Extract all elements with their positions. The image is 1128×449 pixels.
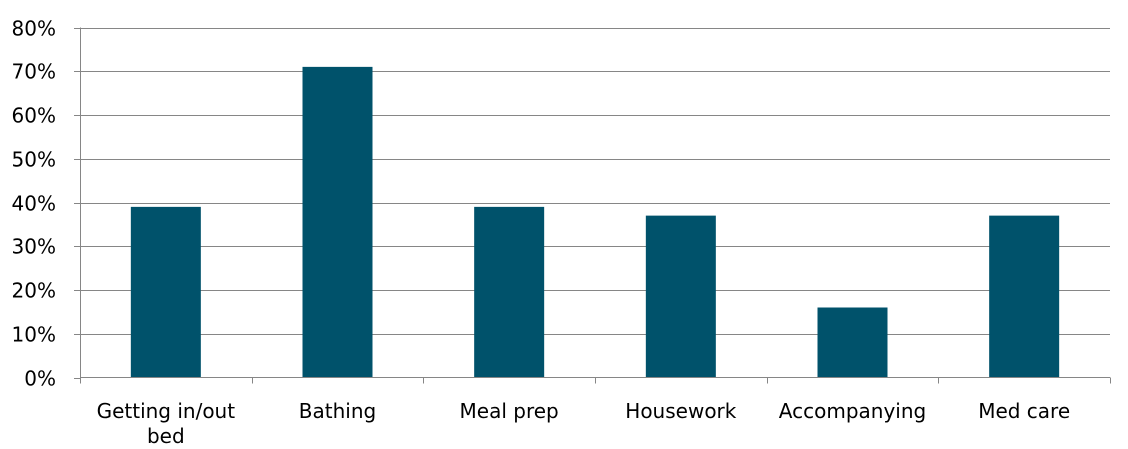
x-tick-labels: Getting in/out bed Bathing Meal prep Housewo… [97,399,1071,448]
bar [817,307,888,378]
gridlines [80,28,1110,335]
bar [130,206,201,378]
x-tick-label: Getting in/out bed [97,399,236,448]
y-tick-label: 30% [12,235,56,259]
y-tick-label: 10% [12,323,56,347]
bar [989,215,1060,378]
y-tick-label: 60% [12,104,56,128]
x-tick-label: Meal prep [460,399,559,423]
y-tick-label: 20% [12,279,56,303]
bar [645,215,716,378]
x-tick-label: Bathing [299,399,376,423]
x-tick-label: Med care [978,399,1070,423]
y-tick-labels: 0% 10% 20% 30% 40% 50% 60% 70% 80% [12,17,56,391]
y-tick-label: 70% [12,60,56,84]
x-tick-label: Housework [625,399,736,423]
axes [74,27,1111,384]
y-tick-label: 50% [12,148,56,172]
x-tick-label: Accompanying [779,399,926,423]
y-tick-label: 80% [12,17,56,41]
bar [474,206,545,378]
bar [302,66,373,378]
y-tick-label: 0% [24,367,56,391]
y-tick-label: 40% [12,192,56,216]
bars [130,66,1060,378]
